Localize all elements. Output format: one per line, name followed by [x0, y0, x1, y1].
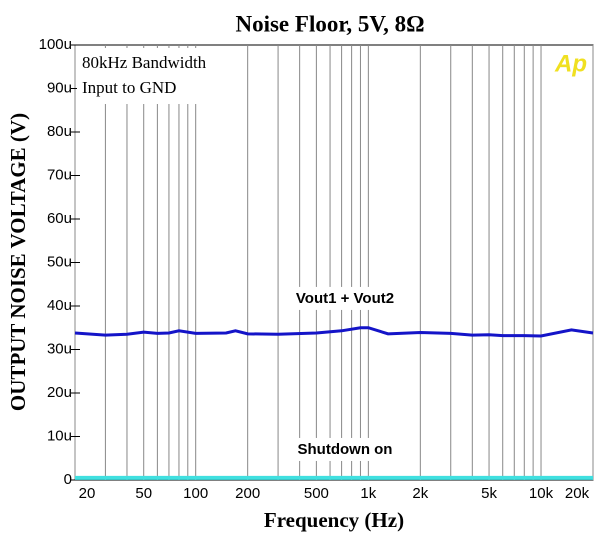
x-axis-label: Frequency (Hz)	[264, 508, 404, 532]
annotation-box	[77, 48, 227, 104]
series-line	[74, 326, 594, 338]
x-tick-label: 50	[135, 485, 152, 502]
y-tick-label: 80u	[47, 123, 72, 140]
x-tick-label: 500	[304, 485, 329, 502]
x-tick-label: 1k	[360, 485, 376, 502]
y-tick-label: 40u	[47, 297, 72, 314]
series-label: Vout1 + Vout2	[296, 290, 394, 307]
y-tick-label: 70u	[47, 166, 72, 183]
y-tick-label: 60u	[47, 210, 72, 227]
y-tick-label: 20u	[47, 384, 72, 401]
x-tick-label: 20	[79, 485, 96, 502]
y-tick-label: 100u	[39, 36, 72, 53]
y-tick-label: 90u	[47, 79, 72, 96]
y-tick-label: 0	[64, 471, 72, 488]
chart-title: Noise Floor, 5V, 8Ω	[235, 11, 424, 36]
y-tick-label: 10u	[47, 427, 72, 444]
x-tick-label: 10k	[529, 485, 554, 502]
y-axis-label: OUTPUT NOISE VOLTAGE (V)	[6, 113, 30, 411]
series-label: Shutdown on	[298, 441, 393, 458]
annotation: 80kHz Bandwidth	[82, 53, 207, 72]
series-label-bg	[291, 437, 399, 461]
x-tick-label: 2k	[412, 485, 428, 502]
logo: Ap	[554, 50, 587, 77]
x-tick-label: 200	[235, 485, 260, 502]
x-tick-label: 5k	[481, 485, 497, 502]
annotation: Input to GND	[82, 78, 176, 97]
y-tick-label: 30u	[47, 340, 72, 357]
x-tick-label: 20k	[565, 485, 590, 502]
series-label-bg	[289, 286, 401, 310]
plot-area	[74, 44, 594, 481]
x-tick-label: 100	[183, 485, 208, 502]
y-tick-label: 50u	[47, 253, 72, 270]
